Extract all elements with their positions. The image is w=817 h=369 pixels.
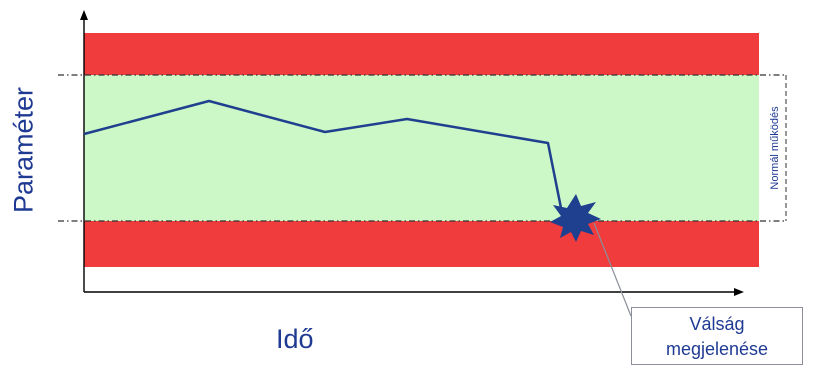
callout-connector [593,222,632,317]
callout-line-1: Válság [689,314,745,334]
x-axis-arrow-icon [734,288,744,296]
y-axis-label: Paraméter [4,0,44,300]
lower-danger-band [84,221,759,267]
upper-danger-band [84,33,759,75]
y-axis-arrow-icon [80,10,88,20]
crisis-callout-box: Válság megjelenése [631,307,803,365]
normal-operation-label-text: Normál működés [769,106,781,190]
callout-line-2: megjelenése [665,339,769,359]
crisis-burst-icon [550,194,601,242]
normal-operation-label: Normál működés [764,74,786,222]
x-axis-label: Idő [276,324,314,354]
y-axis-label-text: Paraméter [8,86,39,214]
normal-operation-band [84,75,759,221]
parameter-line [83,99,564,214]
